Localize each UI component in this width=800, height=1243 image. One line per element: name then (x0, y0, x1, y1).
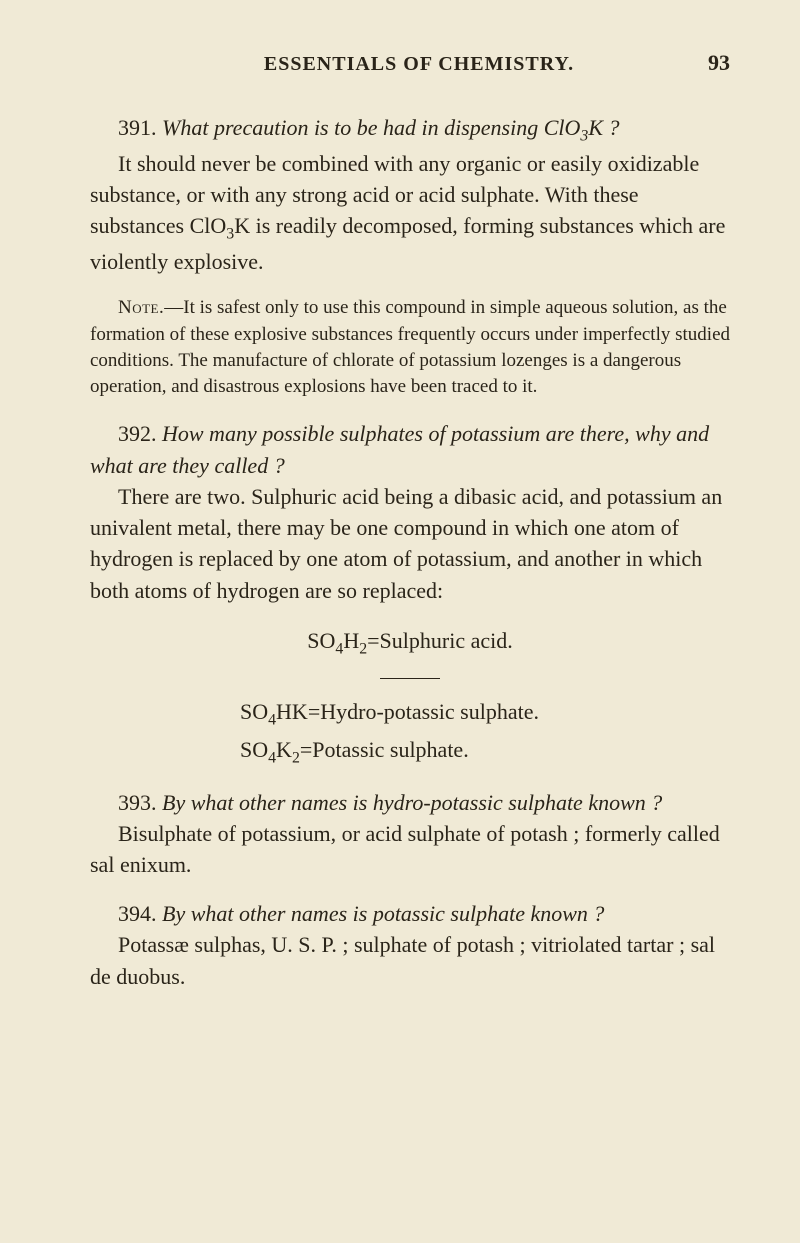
question-393: 393. By what other names is hydro-potass… (90, 787, 730, 881)
question-394: 394. By what other names is potassic sul… (90, 898, 730, 992)
f2-mid: HK=Hydro-potassic sulphate. (276, 699, 539, 724)
f2-pre: SO (240, 699, 268, 724)
answer-394: Potassæ sulphas, U. S. P. ; sulphate of … (90, 929, 730, 991)
page-container: ESSENTIALS OF CHEMISTRY. 93 391. What pr… (0, 0, 800, 1060)
question-391: 391. What precaution is to be had in dis… (90, 112, 730, 277)
question-394-text: 394. By what other names is potassic sul… (90, 898, 730, 929)
f1-sub2: 2 (359, 640, 367, 657)
f3-pre: SO (240, 737, 268, 762)
formula-2: SO4HK=Hydro-potassic sulphate. (240, 695, 730, 733)
answer-393: Bisulphate of potassium, or acid sulphat… (90, 818, 730, 880)
formula-3: SO4K2=Potassic sulphate. (240, 733, 730, 771)
note-block: Note.—It is safest only to use this comp… (90, 295, 730, 400)
f1-pre: SO (307, 628, 335, 653)
formula-1: SO4H2=Sulphuric acid. (90, 624, 730, 662)
note-text: —It is safest only to use this compound … (90, 297, 730, 397)
answer-392: There are two. Sulphuric acid being a di… (90, 481, 730, 606)
question-392-text: 392. How many possible sulphates of pota… (90, 418, 730, 480)
page-header: ESSENTIALS OF CHEMISTRY. 93 (90, 50, 730, 76)
question-italic: By what other names is hydro-potassic su… (162, 790, 662, 815)
answer-391: It should never be combined with any org… (90, 148, 730, 278)
f3-sub2: 2 (292, 749, 300, 766)
question-number: 393. (118, 790, 157, 815)
f3-mid: K (276, 737, 292, 762)
question-italic-tail: K ? (588, 115, 619, 140)
note-label: Note. (118, 297, 164, 318)
question-393-text: 393. By what other names is hydro-potass… (90, 787, 730, 818)
sub-ans: 3 (226, 226, 234, 243)
book-title: ESSENTIALS OF CHEMISTRY. (130, 53, 708, 76)
question-number: 392. (118, 421, 157, 446)
f1-mid: H (343, 628, 359, 653)
f3-eq: =Potassic sulphate. (300, 737, 469, 762)
f1-eq: =Sulphuric acid. (367, 628, 513, 653)
page-number: 93 (708, 50, 730, 76)
divider-short (380, 678, 440, 679)
question-italic: How many possible sulphates of potassium… (90, 421, 709, 477)
question-392: 392. How many possible sulphates of pota… (90, 418, 730, 605)
question-391-text: 391. What precaution is to be had in dis… (90, 112, 730, 148)
question-italic: What precaution is to be had in dispensi… (162, 115, 580, 140)
question-number: 391. (118, 115, 157, 140)
f2-sub1: 4 (268, 711, 276, 728)
formula-block-2: SO4HK=Hydro-potassic sulphate. SO4K2=Pot… (90, 695, 730, 771)
formula-block-1: SO4H2=Sulphuric acid. (90, 624, 730, 662)
question-number: 394. (118, 901, 157, 926)
f3-sub1: 4 (268, 749, 276, 766)
question-italic: By what other names is potassic sulphate… (162, 901, 604, 926)
